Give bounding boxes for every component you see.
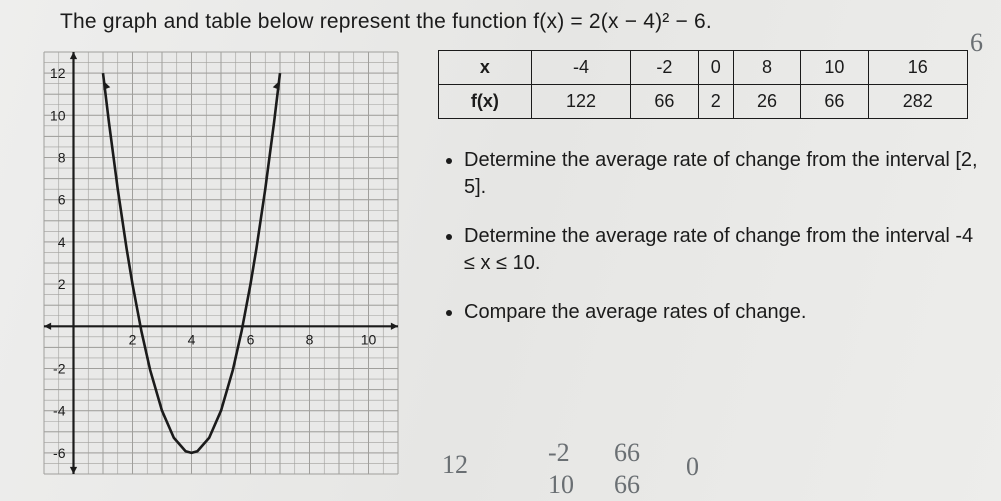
handwritten-note: 6 [970,28,983,58]
table-fx-value: 66 [631,85,698,119]
svg-text:10: 10 [50,107,66,123]
worksheet-content: The graph and table below represent the … [0,0,1001,486]
handwritten-note: 10 [548,470,574,500]
function-graph: 2 4 6 8 10 -6 -4 -2 2 4 6 8 10 12 [0,46,410,486]
handwritten-note: 0 [686,452,699,482]
table-x-value: -2 [631,51,698,85]
bullet-item: Determine the average rate of change fro… [464,223,987,277]
table-x-value: 8 [733,51,800,85]
svg-text:-6: -6 [53,445,66,461]
table-fx-header: f(x) [439,85,532,119]
handwritten-note: 12 [442,450,468,480]
table-fx-value: 122 [531,85,630,119]
table-x-value: 16 [868,51,967,85]
bullet-item: Compare the average rates of change. [464,299,987,326]
svg-text:10: 10 [361,331,377,347]
bullet-item: Determine the average rate of change fro… [464,147,987,201]
table-x-value: 0 [698,51,733,85]
svg-text:-4: -4 [53,403,66,419]
handwritten-note: -2 [548,438,570,468]
svg-text:4: 4 [58,234,66,250]
table-x-value: -4 [531,51,630,85]
question-bullets: Determine the average rate of change fro… [438,147,987,326]
table-fx-value: 282 [868,85,967,119]
table-fx-value: 66 [801,85,868,119]
function-table: x-4-2081016f(x)1226622666282 [438,50,968,119]
table-x-header: x [439,51,532,85]
main-row: 246810-6-4-224681012 x-4-2081016f(x)1226… [60,46,1001,486]
svg-text:8: 8 [58,150,66,166]
svg-text:2: 2 [58,276,66,292]
svg-text:-2: -2 [53,361,66,377]
svg-text:4: 4 [188,331,196,347]
svg-text:2: 2 [129,331,137,347]
graph-svg: 2 4 6 8 10 -6 -4 -2 2 4 6 8 10 12 [0,46,410,486]
right-column: x-4-2081016f(x)1226622666282 Determine t… [438,46,1001,348]
table-fx-value: 26 [733,85,800,119]
prompt-text: The graph and table below represent the … [60,10,1001,34]
svg-text:6: 6 [58,192,66,208]
svg-text:12: 12 [50,65,66,81]
table-x-value: 10 [801,51,868,85]
handwritten-note: 66 [614,438,640,468]
svg-text:8: 8 [306,331,314,347]
handwritten-note: 66 [614,470,640,500]
table-fx-value: 2 [698,85,733,119]
svg-text:6: 6 [247,331,255,347]
